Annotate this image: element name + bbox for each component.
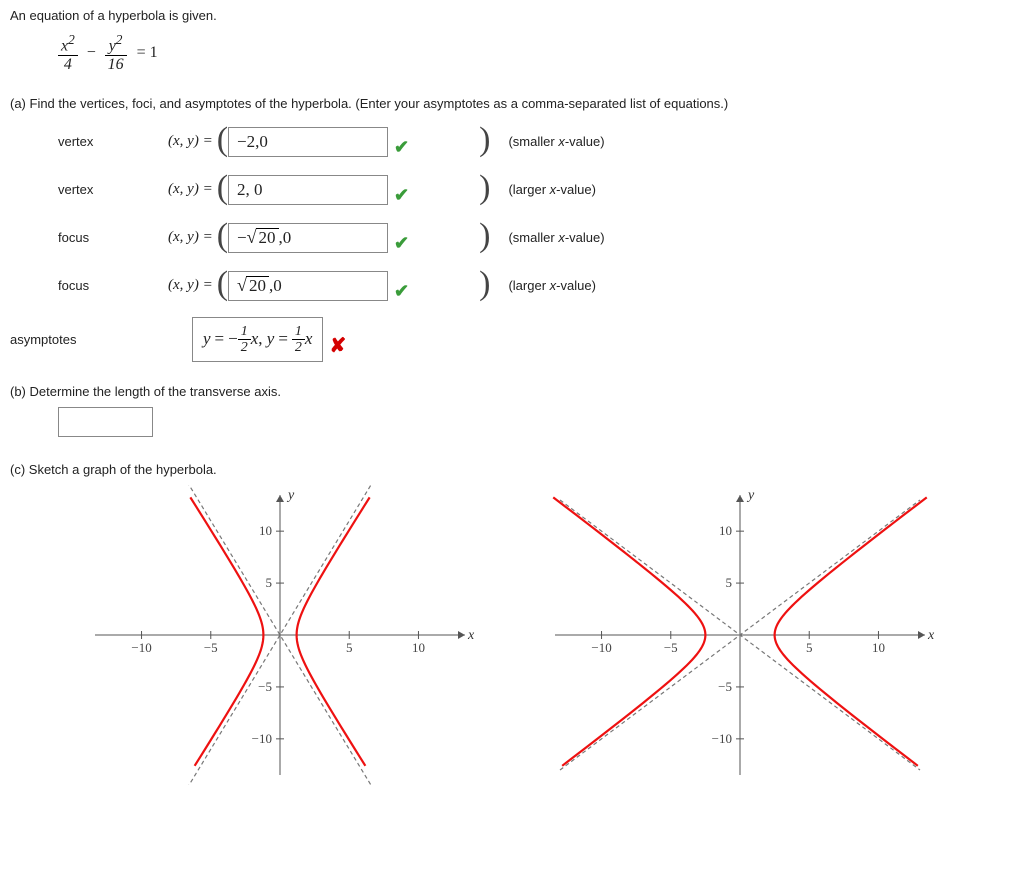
part-a-prompt: (a) Find the vertices, foci, and asympto… <box>10 96 1014 111</box>
open-paren: ( <box>217 123 228 157</box>
svg-text:10: 10 <box>872 640 885 655</box>
answer-row: focus(x, y) = (−√20 ,0 ✔) (smaller x-value… <box>58 221 1014 255</box>
svg-text:−10: −10 <box>131 640 151 655</box>
row-prefix: (x, y) = <box>168 181 213 198</box>
row-label: vertex <box>58 182 168 197</box>
svg-text:y: y <box>286 488 295 503</box>
close-paren: ) <box>479 219 490 253</box>
row-hint: (larger x-value) <box>508 278 595 293</box>
check-icon: ✔ <box>394 233 409 254</box>
answer-input[interactable]: √20 ,0 <box>228 271 388 301</box>
svg-text:5: 5 <box>266 575 273 590</box>
row-prefix: (x, y) = <box>168 133 213 150</box>
svg-text:5: 5 <box>726 575 733 590</box>
asymptote-input[interactable]: y=−12x, y=12x <box>192 317 323 363</box>
part-b-prompt: (b) Determine the length of the transver… <box>10 384 1014 399</box>
hyperbola-graph[interactable]: x y −10 −5 5 10 −10 −5 5 10 <box>80 485 480 785</box>
answer-input[interactable]: 2, 0 <box>228 175 388 205</box>
svg-text:−10: −10 <box>591 640 611 655</box>
svg-text:y: y <box>746 488 755 503</box>
asymptote-row: asymptotes y=−12x, y=12x ✘ <box>10 317 1014 363</box>
svg-text:10: 10 <box>719 523 732 538</box>
row-hint: (smaller x-value) <box>508 134 604 149</box>
svg-text:−5: −5 <box>258 679 272 694</box>
close-paren: ) <box>479 123 490 157</box>
svg-text:10: 10 <box>412 640 425 655</box>
close-paren: ) <box>479 267 490 301</box>
row-label: focus <box>58 230 168 245</box>
svg-text:−10: −10 <box>712 731 732 746</box>
part-c-prompt: (c) Sketch a graph of the hyperbola. <box>10 462 1014 477</box>
answer-input[interactable]: −√20 ,0 <box>228 223 388 253</box>
asymptote-label: asymptotes <box>10 332 120 347</box>
open-paren: ( <box>217 267 228 301</box>
intro-text: An equation of a hyperbola is given. <box>10 8 1014 23</box>
cross-icon: ✘ <box>329 333 346 358</box>
open-paren: ( <box>217 171 228 205</box>
row-label: focus <box>58 278 168 293</box>
svg-text:−5: −5 <box>664 640 678 655</box>
row-prefix: (x, y) = <box>168 277 213 294</box>
open-paren: ( <box>217 219 228 253</box>
row-prefix: (x, y) = <box>168 229 213 246</box>
svg-text:5: 5 <box>346 640 353 655</box>
given-equation: x24 − y216 = 1 <box>58 33 1014 74</box>
check-icon: ✔ <box>394 185 409 206</box>
svg-text:10: 10 <box>259 523 272 538</box>
answer-row: vertex(x, y) = (−2,0 ✔) (smaller x-value) <box>58 125 1014 159</box>
close-paren: ) <box>479 171 490 205</box>
svg-text:−10: −10 <box>252 731 272 746</box>
graphs-container: x y −10 −5 5 10 −10 −5 5 10 x y −10 −5 5 10 −10 −5 5 10 <box>80 485 1014 788</box>
svg-text:−5: −5 <box>718 679 732 694</box>
svg-text:x: x <box>467 628 475 643</box>
check-icon: ✔ <box>394 281 409 302</box>
svg-text:x: x <box>927 628 935 643</box>
row-hint: (smaller x-value) <box>508 230 604 245</box>
hyperbola-graph[interactable]: x y −10 −5 5 10 −10 −5 5 10 <box>540 485 940 785</box>
answer-row: focus(x, y) = (√20 ,0 ✔) (larger x-value) <box>58 269 1014 303</box>
row-label: vertex <box>58 134 168 149</box>
svg-text:5: 5 <box>806 640 813 655</box>
answer-input[interactable]: −2,0 <box>228 127 388 157</box>
answer-row: vertex(x, y) = (2, 0 ✔) (larger x-value) <box>58 173 1014 207</box>
check-icon: ✔ <box>394 137 409 158</box>
row-hint: (larger x-value) <box>508 182 595 197</box>
svg-text:−5: −5 <box>204 640 218 655</box>
transverse-axis-input[interactable] <box>58 407 153 437</box>
